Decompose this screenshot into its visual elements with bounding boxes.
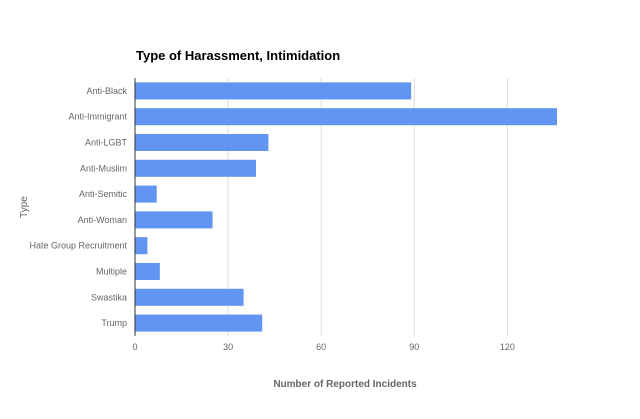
bar [135,159,257,177]
category-label: Anti-Immigrant [68,112,127,122]
category-label: Anti-Woman [78,215,127,225]
y-axis-label: Type [19,196,30,218]
bar [135,262,160,281]
category-label: Trump [101,318,127,328]
bar [135,185,157,203]
x-tick-label: 0 [132,342,137,352]
category-label: Hate Group Recruitment [29,241,127,251]
chart-title: Type of Harassment, Intimidation [136,48,340,63]
category-label: Anti-Muslim [80,163,127,173]
bar [135,82,412,100]
x-tick-label: 60 [316,342,326,352]
x-tick-labels: 0 30 60 90 120 [132,342,514,352]
bar [135,133,269,152]
category-label: Swastika [91,292,127,302]
category-label: Multiple [96,267,127,277]
category-labels: Anti-Black Anti-Immigrant Anti-LGBT Anti-Mu… [29,86,127,328]
bars [135,82,557,332]
bar [135,314,263,332]
x-axis-label: Number of Reported Incidents [273,379,417,390]
bar [135,211,213,229]
bar [135,237,148,255]
bar [135,108,557,126]
x-tick-label: 90 [409,342,419,352]
bar [135,288,244,306]
x-tick-label: 120 [500,342,515,352]
category-label: Anti-Black [86,86,127,96]
category-label: Anti-LGBT [85,138,128,148]
category-label: Anti-Semitic [79,189,128,199]
x-tick-label: 30 [223,342,233,352]
